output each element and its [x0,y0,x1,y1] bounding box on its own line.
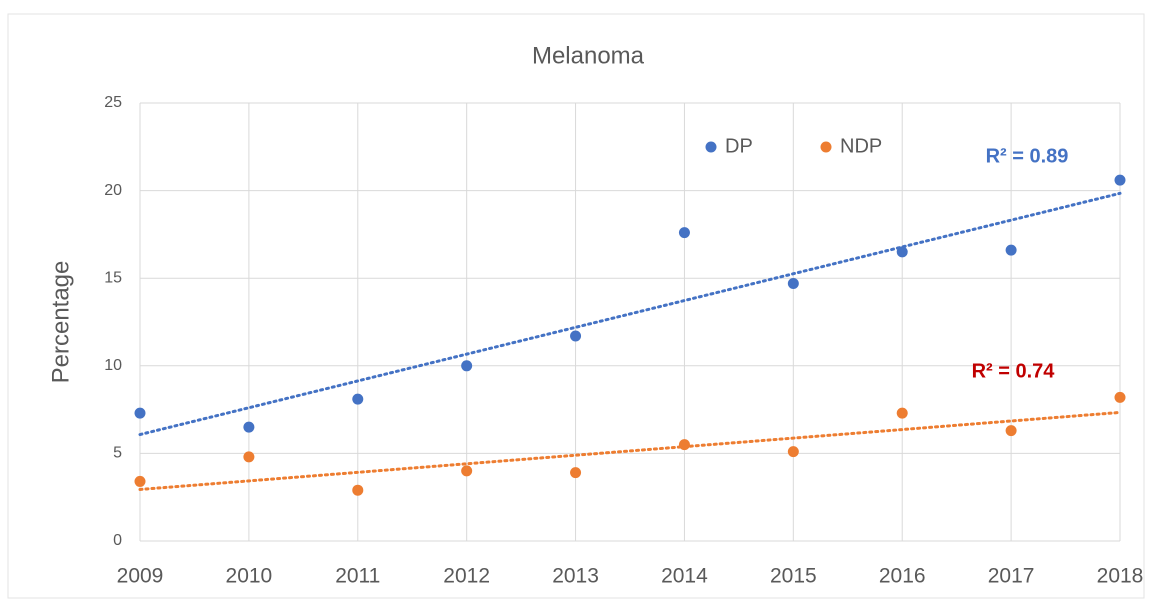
data-point [243,421,255,433]
data-point [243,451,255,463]
data-point [1005,425,1017,437]
trendline [138,410,1122,491]
annotation: R² = 0.74 [972,360,1056,382]
data-point [896,246,908,258]
legend-label: DP [725,135,753,157]
data-point [352,393,364,405]
y-tick-label: 0 [113,532,122,549]
data-point [570,330,582,342]
x-tick-label: 2011 [335,565,380,588]
data-point [787,446,799,458]
data-point [1114,391,1126,403]
data-point [896,407,908,419]
x-tick-label: 2013 [552,565,599,588]
trendline [138,191,1122,437]
legend-marker [705,141,717,153]
legend-marker [820,141,832,153]
data-point [787,277,799,289]
x-tick-label: 2010 [226,565,273,588]
data-point [134,407,146,419]
y-tick-label: 25 [104,94,122,111]
y-tick-label: 20 [104,182,122,199]
x-tick-label: 2015 [770,565,817,588]
legend-label: NDP [840,135,882,157]
data-point [678,439,690,451]
data-point [461,360,473,372]
x-tick-label: 2017 [988,565,1035,588]
data-point [1005,244,1017,256]
x-tick-label: 2009 [117,565,164,588]
x-tick-label: 2016 [879,565,926,588]
annotation: R² = 0.89 [986,145,1069,167]
y-tick-label: 10 [104,357,122,374]
x-tick-label: 2012 [443,565,490,588]
y-tick-label: 15 [104,269,122,286]
x-tick-label: 2018 [1097,565,1144,588]
chart-title: Melanoma [532,42,645,69]
y-tick-label: 5 [113,445,122,462]
data-point [570,467,582,479]
data-point [461,465,473,477]
x-tick-label: 2014 [661,565,708,588]
data-point [1114,174,1126,186]
data-point [134,475,146,487]
data-point [678,227,690,239]
y-axis-label: Percentage [47,261,74,384]
data-point [352,484,364,496]
